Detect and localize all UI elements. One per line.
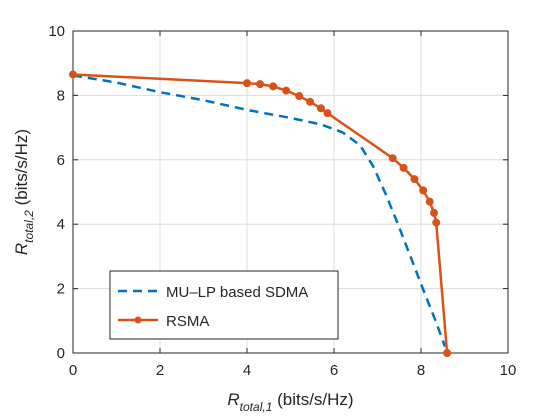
x-tick-label-4: 8 [417, 362, 425, 379]
series-1-point-3 [269, 82, 278, 91]
series-1-point-10 [399, 163, 408, 172]
y-tick-label-1: 2 [57, 281, 65, 298]
y-axis-label-sub: total,2 [22, 210, 36, 243]
x-axis-label-main: R [227, 390, 239, 409]
plot-frame [72, 30, 509, 354]
x-tick-label-0: 0 [69, 362, 77, 379]
series-1-point-15 [432, 218, 441, 227]
series-1-point-16 [443, 349, 452, 357]
legend-label-sdma: MU–LP based SDMA [166, 284, 308, 301]
y-axis-label-unit: (bits/s/Hz) [12, 129, 31, 210]
y-tick-label-3: 6 [57, 152, 65, 169]
y-tick-label-5: 10 [48, 23, 65, 40]
x-axis-label-unit: (bits/s/Hz) [272, 390, 353, 409]
series-1-point-11 [410, 175, 419, 184]
series-1-point-0 [69, 70, 77, 79]
y-tick-label-2: 4 [57, 216, 65, 233]
series-1-point-5 [295, 92, 304, 101]
x-tick-label-3: 6 [330, 362, 338, 379]
series-1-point-8 [323, 109, 332, 118]
x-axis-ticks: 0 2 4 6 8 10 [69, 31, 517, 379]
series-line-0 [72, 74, 447, 347]
series-1-point-7 [316, 104, 325, 113]
legend-label-rsma: RSMA [166, 313, 209, 330]
x-axis-label: Rtotal,1 (bits/s/Hz) [227, 390, 353, 414]
series-1-point-13 [425, 197, 434, 206]
x-tick-label-2: 4 [243, 362, 251, 379]
y-tick-label-0: 0 [57, 345, 65, 362]
series-layer [69, 70, 452, 357]
x-axis-label-sub: total,1 [240, 400, 273, 414]
legend-box [109, 270, 339, 340]
y-axis-label: Rtotal,2 (bits/s/Hz) [12, 129, 36, 255]
y-axis-ticks: 0 2 4 6 8 10 [48, 23, 508, 362]
series-1-point-12 [419, 186, 428, 195]
series-1-point-1 [243, 79, 251, 88]
series-1-point-2 [256, 80, 265, 89]
series-1-point-14 [430, 208, 439, 217]
series-1-point-4 [282, 86, 291, 95]
x-tick-label-5: 10 [500, 362, 517, 379]
series-1-point-9 [388, 154, 397, 163]
legend-marker-rsma [134, 316, 142, 324]
series-1-point-6 [306, 97, 315, 106]
y-tick-label-4: 8 [57, 87, 65, 104]
y-axis-label-main: R [12, 243, 31, 255]
legend: MU–LP based SDMA RSMA [109, 270, 339, 340]
x-tick-label-1: 2 [156, 362, 164, 379]
